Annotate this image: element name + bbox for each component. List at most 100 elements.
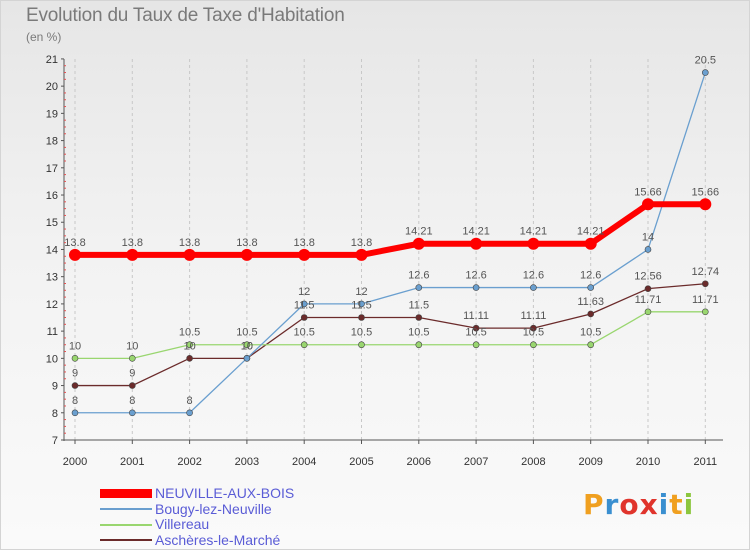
- x-tick-label: 2005: [349, 456, 373, 468]
- data-point: [527, 237, 540, 250]
- data-point: [642, 198, 654, 211]
- y-tick-label: 7: [52, 435, 58, 447]
- data-label: 8: [72, 395, 78, 407]
- axes: 7 8 9 10 11 12 13 14 15 16 17 18 19 20 21 2000 2001 2002 2…: [46, 54, 723, 468]
- data-label: 8: [129, 395, 135, 407]
- data-label: 11.11: [463, 310, 489, 322]
- data-label: 10: [241, 340, 253, 352]
- x-tick-label: 2001: [120, 456, 144, 468]
- data-label: 13.8: [179, 237, 200, 249]
- legend-label: Bougy-lez-Neuville: [155, 500, 272, 517]
- y-axis-unit: (en %): [26, 30, 62, 44]
- data-point: [186, 409, 193, 417]
- logo-letter: o: [619, 488, 640, 521]
- data-label: 11.11: [520, 310, 546, 322]
- x-tick-label: 2008: [521, 456, 545, 468]
- data-label: 11.71: [692, 294, 719, 306]
- data-point: [701, 69, 709, 76]
- data-point: [186, 355, 193, 362]
- y-tick-label: 14: [46, 244, 58, 256]
- data-point: [587, 310, 595, 318]
- data-label: 12: [355, 286, 367, 298]
- data-point: [240, 248, 253, 261]
- y-tick-label: 8: [52, 408, 58, 420]
- y-tick-label: 12: [46, 299, 58, 311]
- data-point: [298, 248, 311, 261]
- y-tick-label: 11: [47, 326, 58, 338]
- data-point: [300, 341, 308, 349]
- y-tick-label: 19: [46, 108, 58, 120]
- data-point: [69, 248, 81, 261]
- data-label: 9: [129, 368, 135, 380]
- series-line-1: [75, 72, 706, 414]
- data-point: [243, 341, 251, 349]
- data-point: [415, 341, 423, 349]
- x-tick-label: 2003: [235, 456, 259, 468]
- data-label: 13.8: [122, 237, 143, 249]
- data-label: 10.5: [179, 327, 200, 339]
- data-point: [472, 284, 480, 291]
- data-label: 14: [642, 231, 654, 243]
- legend-swatch: [100, 539, 152, 542]
- data-point: [243, 355, 251, 362]
- data-label: 10.5: [523, 327, 544, 339]
- y-tick-label: 9: [52, 381, 58, 393]
- data-point: [415, 284, 423, 291]
- data-point: [358, 300, 365, 308]
- data-label: 12.56: [634, 271, 662, 283]
- data-label: 11.63: [577, 296, 604, 308]
- data-label: 10: [241, 340, 253, 352]
- data-point: [587, 341, 595, 349]
- data-label: 11.5: [351, 300, 372, 312]
- data-label: 12.6: [580, 270, 601, 282]
- logo-letter: P: [583, 488, 605, 521]
- data-point: [71, 409, 79, 417]
- data-label: 10: [183, 340, 195, 352]
- data-point: [186, 341, 193, 349]
- data-label: 9: [72, 368, 78, 380]
- data-point: [644, 308, 652, 316]
- y-tick-label: 15: [46, 217, 58, 229]
- line-chart: 7 8 9 10 11 12 13 14 15 16 17 18 19 20 21 2000 2001 2002 2…: [46, 54, 723, 468]
- data-point: [530, 324, 537, 332]
- data-label: 12: [298, 286, 310, 298]
- x-tick-label: 2009: [578, 456, 602, 468]
- data-label: 8: [187, 395, 193, 407]
- logo-letter: r: [604, 488, 620, 521]
- data-point: [183, 248, 196, 261]
- legend-label: Villereau: [155, 516, 210, 532]
- data-label: 12.6: [408, 270, 429, 282]
- x-tick-label: 2006: [407, 456, 431, 468]
- x-tick-label: 2004: [292, 456, 316, 468]
- data-label: 13.8: [351, 237, 372, 249]
- data-label: 10.5: [236, 327, 257, 339]
- data-point: [587, 284, 595, 291]
- data-labels: 9 9 10 10 11.5 11.5 11.5 11.11 11.11 11.63 12.56 12…: [64, 55, 719, 407]
- data-label: 14.21: [462, 226, 490, 238]
- data-point: [644, 246, 652, 253]
- x-tick-label: 2002: [177, 456, 201, 468]
- data-label: 10.5: [580, 327, 601, 339]
- data-point: [355, 248, 368, 261]
- data-label: 13.8: [64, 237, 85, 249]
- data-point: [129, 382, 136, 389]
- data-point: [129, 355, 136, 362]
- legend-label: NEUVILLE-AUX-BOIS: [155, 485, 295, 501]
- y-tick-label: 21: [46, 54, 58, 66]
- data-label: 13.8: [236, 237, 257, 249]
- data-point: [126, 248, 139, 261]
- data-label: 13.8: [293, 237, 314, 249]
- data-point: [71, 355, 79, 362]
- legend-swatch: [100, 489, 152, 499]
- data-point: [358, 341, 365, 349]
- data-label: 15.66: [692, 186, 720, 198]
- chart-title: Evolution du Taux de Taxe d'Habitation: [26, 5, 345, 26]
- logo-letter: i: [683, 488, 695, 521]
- y-tick-label: 13: [46, 272, 58, 284]
- x-tick-label: 2007: [464, 456, 488, 468]
- data-point: [71, 382, 79, 389]
- y-tick-label: 16: [46, 190, 58, 202]
- data-point: [699, 198, 712, 211]
- x-tick-label: 2010: [636, 456, 660, 468]
- series-line-3: [75, 283, 706, 387]
